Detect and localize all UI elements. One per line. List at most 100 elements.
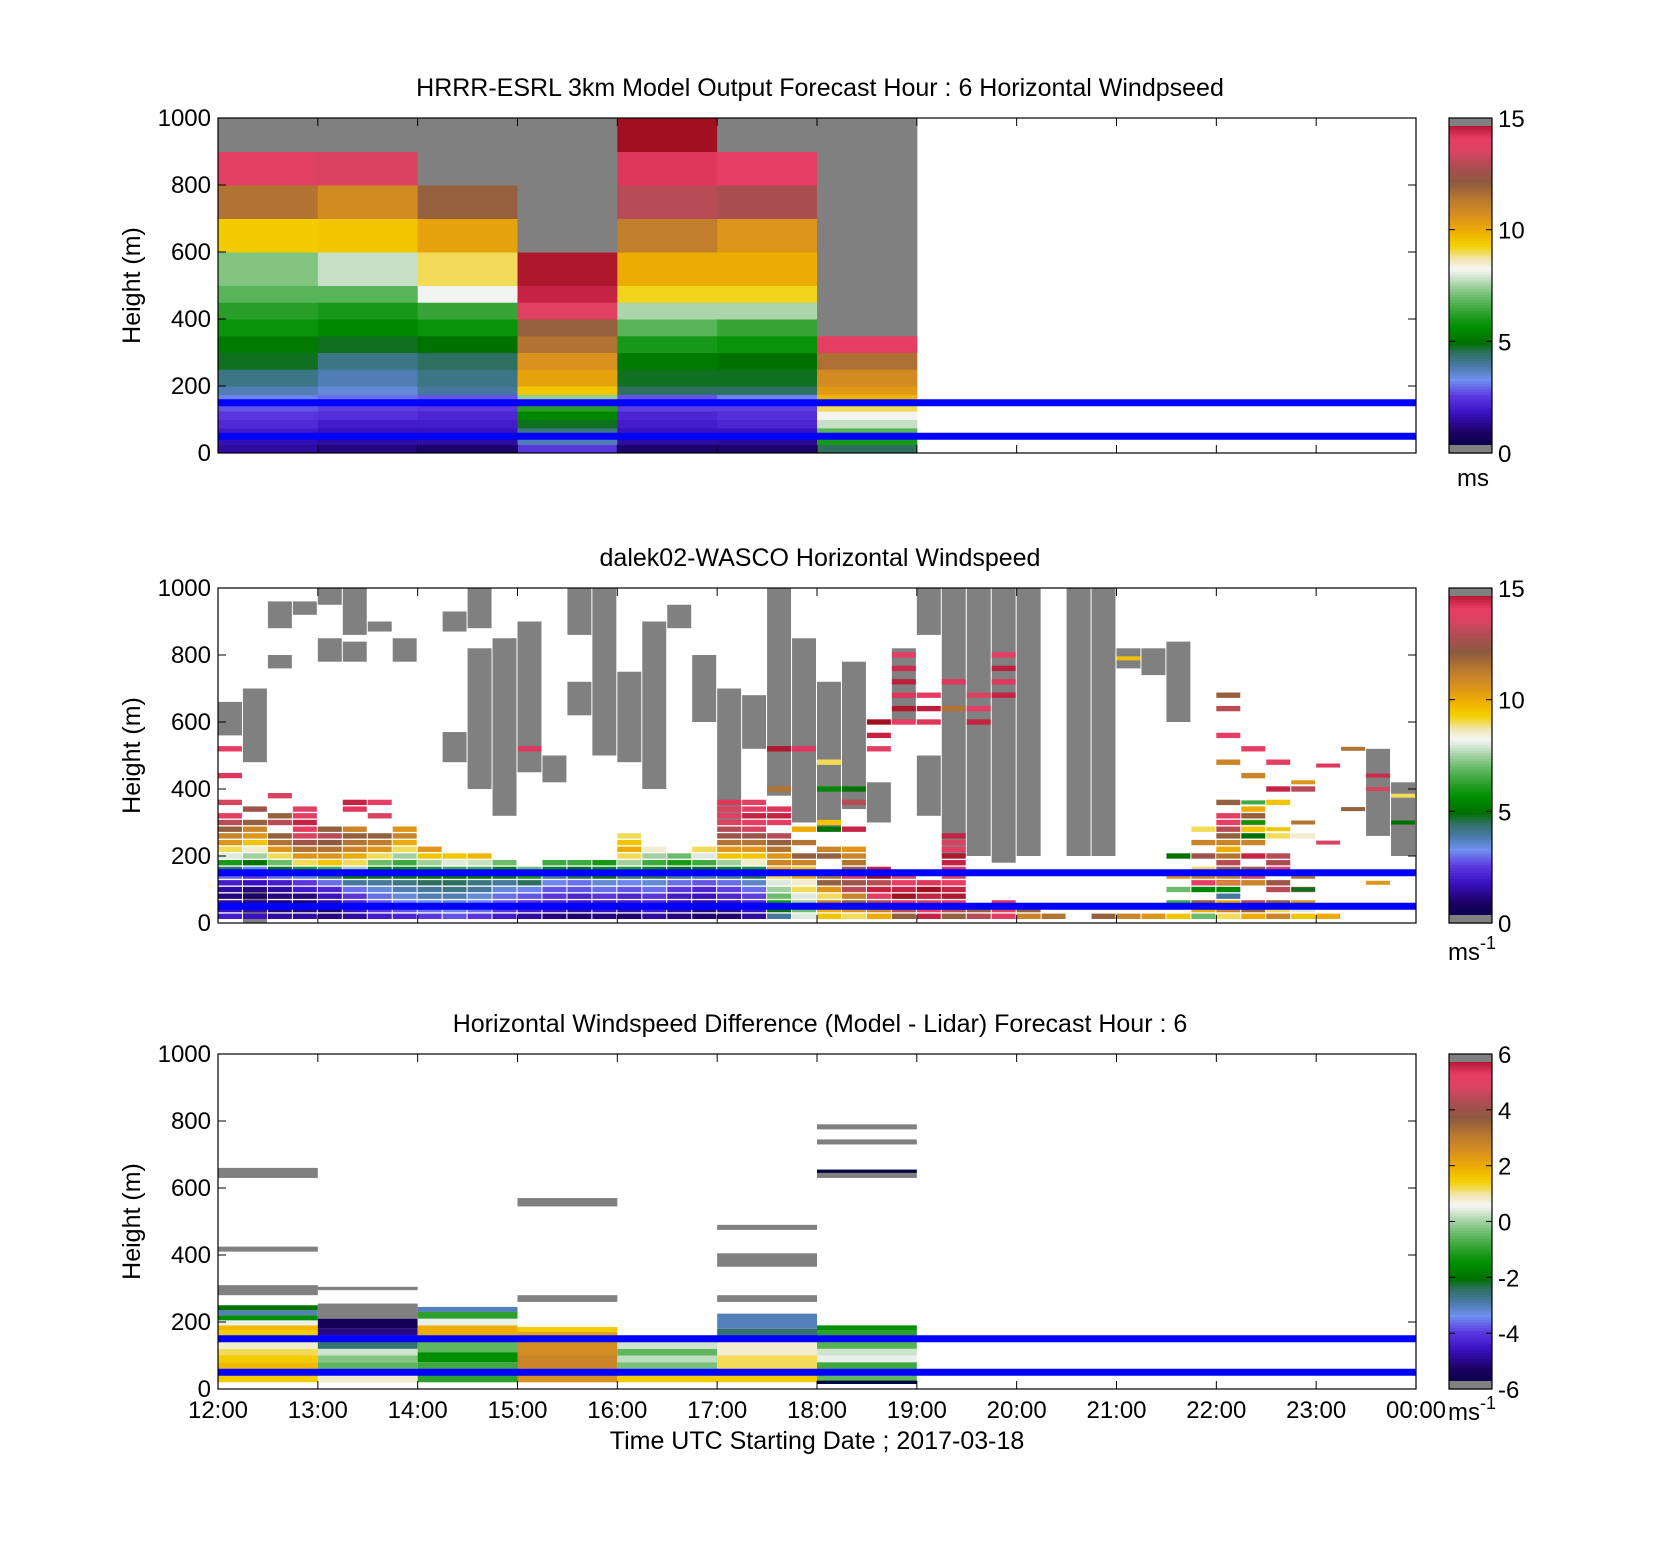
colorbar-segment [1449,911,1492,916]
colorbar-segment [1449,1282,1492,1287]
heatmap-cell [1341,746,1366,751]
colorbar-segment [1449,321,1492,326]
y-tick-label: 800 [171,1108,211,1135]
heatmap-cell [417,1306,518,1312]
colorbar-segment [1449,313,1492,317]
heatmap-cell [467,853,492,859]
heatmap-cell [218,419,319,429]
colorbar-segment [1449,1232,1492,1237]
heatmap-cell [218,1342,318,1349]
colorbar-segment [1449,769,1492,773]
colorbar-segment [1449,833,1492,838]
missing-data-block [567,681,592,716]
colorbar-segment [1449,1375,1492,1379]
heatmap-cell [267,893,292,899]
colorbar-segment [1449,346,1492,351]
colorbar-segment [1449,869,1492,874]
heatmap-cell [392,913,417,919]
colorbar-segment [1449,265,1492,270]
heatmap-cell [817,285,918,303]
colorbar-segment [1449,1196,1492,1200]
missing-data-block [592,588,617,756]
colorbar-segment [1449,1137,1492,1142]
colorbar-segment [1449,1363,1492,1368]
heatmap-cell [442,913,467,919]
heatmap-cell [317,1328,418,1336]
colorbar-segment [1449,775,1492,779]
heatmap-cell [417,427,518,437]
colorbar-segment [1449,828,1492,832]
colorbar-segment [1449,193,1492,197]
missing-data-block [717,688,742,823]
colorbar-segment [1449,1229,1492,1234]
colorbar-segment [1449,1134,1492,1139]
heatmap-cell [767,853,792,859]
heatmap-cell [667,880,692,886]
heatmap-cell [767,746,792,752]
heatmap-cell [891,913,916,919]
heatmap-cell [717,1253,817,1267]
colorbar-segment [1449,1291,1492,1295]
heatmap-cell [218,1246,318,1252]
heatmap-cell [841,826,866,832]
missing-data-block [467,588,492,629]
heatmap-cell [792,860,816,866]
heatmap-cell [492,880,517,886]
colorbar-segment [1449,856,1492,860]
heatmap-cell [642,913,667,919]
colorbar-segment [1449,655,1492,659]
heatmap-cell [1166,853,1191,859]
heatmap-cell [817,369,918,387]
heatmap-cell [267,839,292,846]
colorbar-segment [1449,296,1492,301]
heatmap-cell [267,860,292,866]
heatmap-cell [242,880,267,886]
colorbar-segment [1449,1285,1492,1290]
heatmap-cell [218,1348,318,1356]
chart-title: HRRR-ESRL 3km Model Output Forecast Hour… [416,74,1224,102]
colorbar-segment [1449,212,1492,217]
colorbar-segment [1449,825,1492,829]
colorbar-segment [1449,1377,1492,1382]
y-tick-label: 1000 [158,575,211,602]
heatmap-cell [317,1362,418,1369]
heatmap-cell [1216,893,1241,899]
colorbar-unit-exponent: -1 [1480,933,1496,953]
colorbar-segment [1449,338,1492,342]
heatmap-cell [717,853,742,859]
heatmap-cell [517,411,618,420]
heatmap-cell [342,806,367,812]
colorbar-segment [1449,201,1492,206]
colorbar-segment [1449,335,1492,340]
heatmap-cell [717,913,742,919]
colorbar-segment [1449,190,1492,194]
colorbar-segment [1449,618,1492,623]
heatmap-cell [817,1342,917,1349]
heatmap-cell [517,386,618,395]
heatmap-cell [317,1286,418,1291]
heatmap-cell [417,151,518,186]
colorbar-segment [1449,1087,1492,1091]
heatmap-cell [891,705,916,712]
heatmap-cell [1266,759,1291,765]
heatmap-cell [317,1318,418,1329]
colorbar-segment [1449,1224,1492,1228]
heatmap-cell [767,880,792,886]
heatmap-cell [617,833,642,839]
heatmap-cell [417,419,518,429]
heatmap-cell [417,880,442,886]
heatmap-cell [841,880,866,886]
heatmap-cell [866,732,891,739]
colorbar-segment [1449,1302,1492,1306]
colorbar-segment [1449,1185,1492,1189]
heatmap-cell [767,860,792,866]
heatmap-cell [617,118,718,152]
heatmap-cell [218,880,242,886]
heatmap-cell [417,860,442,866]
colorbar-segment [1449,360,1492,365]
colorbar-segment [1449,685,1492,690]
missing-data-block [267,655,292,669]
colorbar-segment [1449,1280,1492,1284]
heatmap-cell [492,913,517,919]
colorbar-segment [1449,867,1492,871]
